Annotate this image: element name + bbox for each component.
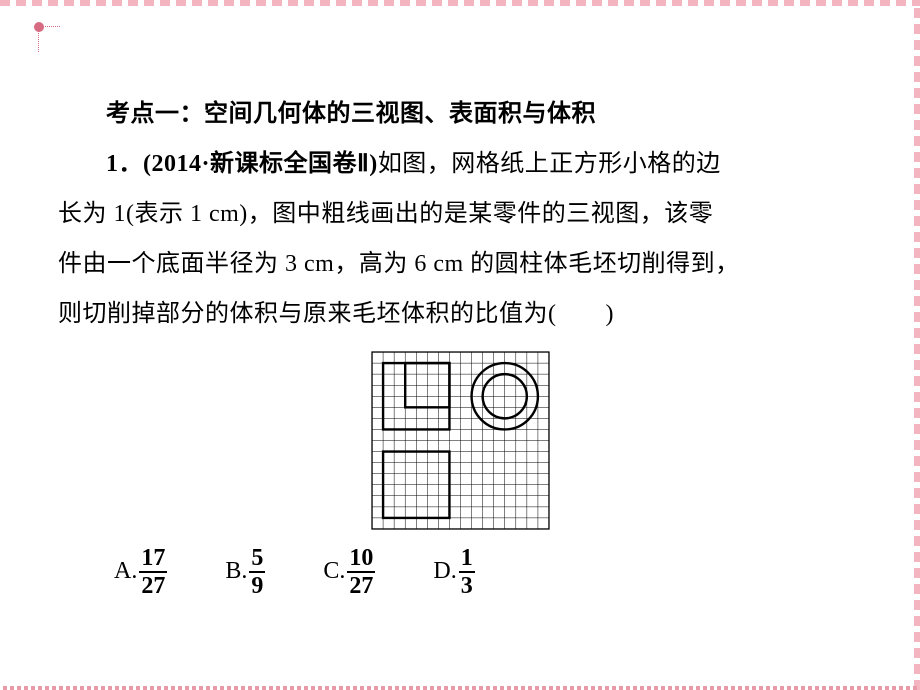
option-b-den: 9 (251, 573, 263, 598)
option-d: D. 1 3 (433, 546, 474, 598)
option-c-num: 10 (347, 546, 375, 573)
three-view-svg (368, 348, 553, 533)
three-view-figure (58, 348, 862, 538)
option-a-fraction: 17 27 (139, 546, 167, 598)
option-b-num: 5 (249, 546, 265, 573)
option-a-num: 17 (139, 546, 167, 573)
corner-dot-icon (34, 22, 44, 32)
section-heading: 考点一：空间几何体的三视图、表面积与体积 (58, 90, 862, 140)
option-c-label: C. (323, 558, 345, 585)
option-a: A. 17 27 (114, 546, 167, 598)
problem-source: (2014·新课标全国卷Ⅱ) (143, 151, 378, 177)
option-b-fraction: 5 9 (249, 546, 265, 598)
problem-line-1: 1．(2014·新课标全国卷Ⅱ)如图，网格纸上正方形小格的边 (58, 140, 862, 190)
problem-number: 1． (106, 151, 143, 177)
problem-text-1: 如图，网格纸上正方形小格的边 (378, 151, 721, 177)
option-c: C. 10 27 (323, 546, 375, 598)
option-d-label: D. (433, 558, 456, 585)
page-content: 考点一：空间几何体的三视图、表面积与体积 1．(2014·新课标全国卷Ⅱ)如图，… (58, 90, 862, 598)
option-b: B. 5 9 (225, 546, 265, 598)
option-b-label: B. (225, 558, 247, 585)
corner-line-v (38, 26, 39, 52)
bottom-border-decoration (0, 686, 920, 690)
option-a-den: 27 (141, 573, 165, 598)
problem-line-4: 则切削掉部分的体积与原来毛坯体积的比值为( ) (58, 290, 862, 340)
option-d-num: 1 (459, 546, 475, 573)
option-a-label: A. (114, 558, 137, 585)
right-border-decoration (914, 0, 920, 690)
option-c-den: 27 (349, 573, 373, 598)
option-d-den: 3 (461, 573, 473, 598)
problem-line-3: 件由一个底面半径为 3 cm，高为 6 cm 的圆柱体毛坯切削得到， (58, 240, 862, 290)
option-d-fraction: 1 3 (459, 546, 475, 598)
top-border-decoration (0, 0, 920, 6)
answer-options: A. 17 27 B. 5 9 C. 10 27 D. 1 3 (114, 546, 862, 598)
option-c-fraction: 10 27 (347, 546, 375, 598)
problem-line-2: 长为 1(表示 1 cm)，图中粗线画出的是某零件的三视图，该零 (58, 190, 862, 240)
